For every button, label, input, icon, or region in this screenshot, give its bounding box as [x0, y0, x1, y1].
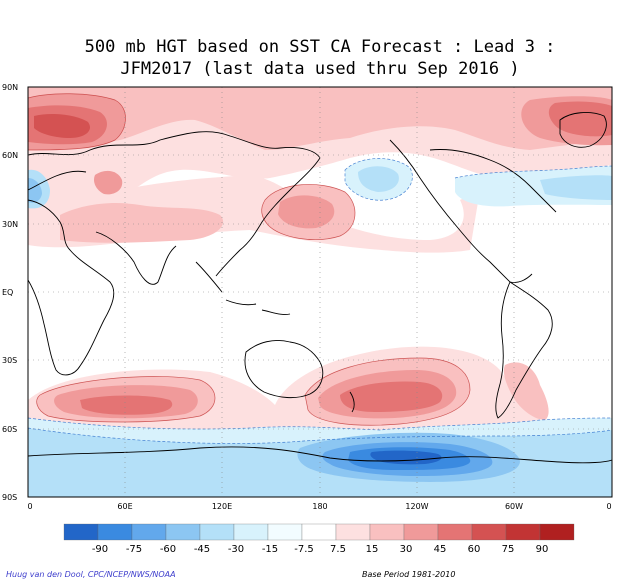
- colorbar: [63, 523, 575, 541]
- colorbar-label: -75: [125, 544, 143, 555]
- colorbar-label: 60: [467, 544, 481, 555]
- credit-text: Huug van den Dool, CPC/NCEP/NWS/NOAA: [6, 570, 176, 579]
- lon-label-0-left: 0: [27, 502, 33, 511]
- lon-label-60w: 60W: [504, 502, 524, 511]
- positive-anomaly-south-america: [503, 362, 549, 420]
- colorbar-swatch: [63, 523, 99, 541]
- positive-anomaly-arctic-2: [28, 87, 612, 150]
- colorbar-label: 45: [433, 544, 447, 555]
- positive-anomaly-west-asia: [94, 170, 123, 195]
- lat-label-eq: EQ: [2, 288, 14, 297]
- lon-label-120w: 120W: [405, 502, 429, 511]
- map-frame: [27, 86, 613, 498]
- lon-label-120e: 120E: [211, 502, 233, 511]
- lon-label-180: 180: [312, 502, 328, 511]
- colorbar-label: 75: [501, 544, 515, 555]
- lat-label-60s: 60S: [2, 425, 18, 434]
- colorbar-swatch: [335, 523, 371, 541]
- positive-anomaly-europe-3: [34, 114, 90, 138]
- lat-label-90n: 90N: [2, 83, 19, 92]
- colorbar-swatch: [131, 523, 167, 541]
- lat-label-30n: 30N: [2, 220, 19, 229]
- negative-anomaly-north-atlantic-2: [540, 175, 612, 200]
- colorbar-swatch: [199, 523, 235, 541]
- chart-title-line2: JFM2017 (last data used thru Sep 2016 ): [120, 59, 520, 79]
- positive-anomaly-arctic-4: [548, 101, 612, 137]
- anomaly-field: [28, 87, 612, 497]
- coastlines: [28, 112, 612, 464]
- colorbar-label: -90: [91, 544, 109, 555]
- colorbar-swatch: [369, 523, 405, 541]
- colorbar-swatch: [539, 523, 575, 541]
- lat-label-30s: 30S: [2, 356, 18, 365]
- lat-label-90s: 90S: [2, 493, 18, 502]
- positive-anomaly-east-asia: [60, 203, 224, 243]
- colorbar-swatch: [505, 523, 541, 541]
- colorbar-swatch: [471, 523, 507, 541]
- colorbar-label: 15: [365, 544, 379, 555]
- base-period-text: Base Period 1981-2010: [362, 570, 456, 579]
- positive-anomaly-north-pacific-2: [278, 195, 335, 229]
- colorbar-label: -60: [159, 544, 177, 555]
- colorbar-label: 30: [399, 544, 413, 555]
- chart-title-line1: 500 mb HGT based on SST CA Forecast : Le…: [84, 37, 556, 57]
- colorbar-swatch: [301, 523, 337, 541]
- lat-label-60n: 60N: [2, 151, 19, 160]
- colorbar-label: -15: [261, 544, 279, 555]
- negative-contours: [28, 158, 612, 444]
- colorbar-swatch: [437, 523, 473, 541]
- colorbar-label: 7.5: [330, 544, 346, 555]
- positive-anomaly-south-indian-3: [80, 395, 173, 415]
- positive-anomaly-south-pacific-3: [340, 381, 443, 412]
- colorbar-swatch: [267, 523, 303, 541]
- colorbar-swatch: [233, 523, 269, 541]
- colorbar-label: -7.5: [294, 544, 314, 555]
- lon-label-0-right: 0: [606, 502, 612, 511]
- colorbar-label: -30: [227, 544, 245, 555]
- graticule: [28, 87, 612, 497]
- colorbar-swatch: [403, 523, 439, 541]
- negative-anomaly-north-america-2: [358, 166, 399, 192]
- colorbar-swatch: [97, 523, 133, 541]
- lon-label-60e: 60E: [117, 502, 133, 511]
- colorbar-label: 90: [535, 544, 549, 555]
- colorbar-swatch: [165, 523, 201, 541]
- colorbar-label: -45: [193, 544, 211, 555]
